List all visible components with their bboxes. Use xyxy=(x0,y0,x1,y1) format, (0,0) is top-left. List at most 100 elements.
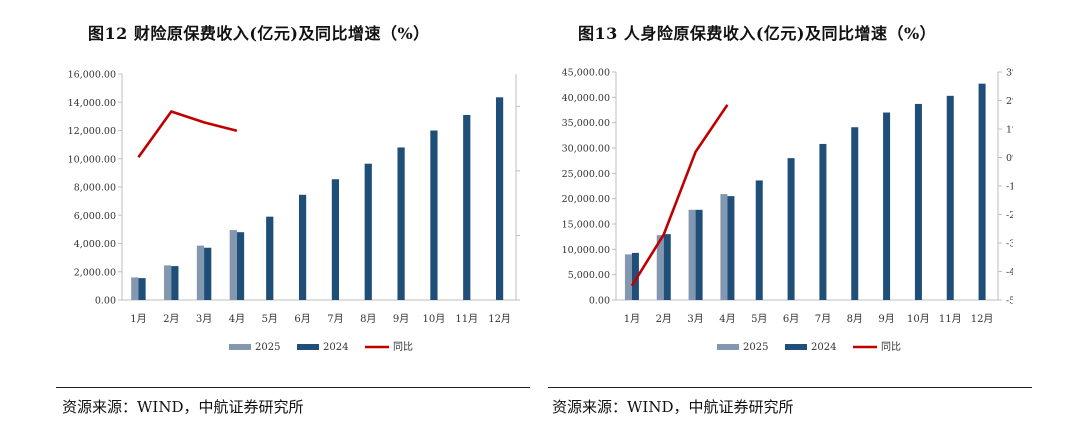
figure-13-title: 图13 人身险原保费收入(亿元)及同比增速（%） xyxy=(578,24,937,43)
bar-2024 xyxy=(978,83,986,300)
y-tick-label: 4,000.00 xyxy=(74,239,116,250)
y-tick-label: 15,000.00 xyxy=(562,220,610,231)
y-tick-label: 0.00 xyxy=(95,296,116,307)
bar-2024 xyxy=(883,112,891,301)
x-tick-label: 6月 xyxy=(783,313,799,325)
bar-2024 xyxy=(787,158,795,300)
life-premium-chart: 0.00 5,000.00 10,000.00 15,000.00 20,000.00 2… xyxy=(562,68,1013,354)
bar-2025 xyxy=(164,265,172,300)
chart-panel-property-premium: 0.00 2,000.00 4,000.00 6,000.00 8,000.00 10,0… xyxy=(56,56,521,374)
bar-2024 xyxy=(631,252,639,300)
bar-2024 xyxy=(331,179,340,300)
x-tick-label: 10月 xyxy=(907,313,930,325)
bar-2024 xyxy=(430,130,438,300)
legend-swatch-2024 xyxy=(785,344,807,350)
bar-2024 xyxy=(171,266,179,300)
bar-2024 xyxy=(298,194,307,300)
x-tick-label: 2月 xyxy=(656,313,672,325)
y2-tick-label: -2% xyxy=(1006,210,1013,221)
yoy-growth-line xyxy=(630,104,729,287)
legend-label-2024: 2024 xyxy=(323,342,348,353)
x-tick-label: 5月 xyxy=(751,313,767,325)
bar-2024 xyxy=(946,95,954,301)
y2-tick-label: 2% xyxy=(1006,96,1013,107)
yoy-growth-line xyxy=(137,110,238,159)
x-tick-label: 12月 xyxy=(971,313,994,325)
figure-13-source: 资源来源：WIND，中航证券研究所 xyxy=(552,398,794,416)
y-tick-label: 30,000.00 xyxy=(562,144,610,155)
x-tick-label: 3月 xyxy=(196,313,212,325)
bar-2024 xyxy=(397,147,405,300)
x-tick-label: 2月 xyxy=(163,313,179,325)
x-tick-label: 1月 xyxy=(624,313,640,325)
legend-swatch-2025 xyxy=(717,344,739,350)
x-tick-label: 11月 xyxy=(939,313,962,325)
bar-2025 xyxy=(196,245,205,300)
bar-2024 xyxy=(695,209,703,300)
x-tick-label: 7月 xyxy=(327,313,343,325)
bar-2024 xyxy=(266,216,274,300)
y2-tick-label: -1% xyxy=(1006,182,1013,193)
y-tick-label: 14,000.00 xyxy=(68,98,116,109)
y-tick-label: 0.00 xyxy=(589,296,610,307)
bar-2024 xyxy=(204,247,212,300)
y-tick-label: 20,000.00 xyxy=(562,194,610,205)
bar-2024 xyxy=(755,180,763,300)
bar-2024 xyxy=(236,232,245,300)
y2-tick-label: -4% xyxy=(1006,267,1013,278)
bar-2024 xyxy=(819,143,827,300)
bar-2024 xyxy=(364,163,372,300)
x-tick-label: 11月 xyxy=(455,313,478,325)
bar-2024 xyxy=(851,127,859,300)
y2-tick-label: -3% xyxy=(1006,239,1013,250)
legend-swatch-2024 xyxy=(297,344,319,350)
x-tick-label: 5月 xyxy=(262,313,278,325)
y-tick-label: 45,000.00 xyxy=(562,68,610,79)
x-tick-label: 6月 xyxy=(294,313,310,325)
x-tick-label: 8月 xyxy=(847,313,863,325)
y2-tick-label: 1% xyxy=(1006,125,1013,136)
bar-2024 xyxy=(138,278,146,300)
figure-12-title: 图12 财险原保费收入(亿元)及同比增速（%） xyxy=(88,24,430,43)
figure-12-source: 资源来源：WIND，中航证券研究所 xyxy=(62,398,304,416)
y2-tick-label: -5% xyxy=(1006,296,1013,307)
divider-line xyxy=(548,387,1032,388)
x-tick-label: 9月 xyxy=(393,313,409,325)
y-tick-label: 10,000.00 xyxy=(68,154,116,165)
legend-label-yoy: 同比 xyxy=(393,341,413,353)
bar-2024 xyxy=(663,234,671,300)
y2-tick-label: 3% xyxy=(1006,68,1013,79)
x-tick-label: 9月 xyxy=(878,313,894,325)
bar-2024 xyxy=(727,196,735,300)
x-tick-label: 1月 xyxy=(130,313,146,325)
y-tick-label: 10,000.00 xyxy=(562,245,610,256)
y2-tick-label: 0% xyxy=(1006,153,1013,164)
bar-2025 xyxy=(656,235,664,300)
x-tick-label: 4月 xyxy=(229,313,245,325)
y-tick-label: 12,000.00 xyxy=(68,126,116,137)
legend-label-2025: 2025 xyxy=(743,342,768,353)
x-tick-label: 3月 xyxy=(687,313,703,325)
y-tick-label: 35,000.00 xyxy=(562,118,610,129)
bar-2025 xyxy=(131,277,139,300)
y-tick-label: 40,000.00 xyxy=(562,93,610,104)
y-tick-label: 16,000.00 xyxy=(68,70,116,81)
bar-2024 xyxy=(495,97,504,301)
legend-label-2025: 2025 xyxy=(255,342,280,353)
chart-panel-life-premium: 0.00 5,000.00 10,000.00 15,000.00 20,000.00 2… xyxy=(548,56,1013,374)
bar-2025 xyxy=(688,209,696,300)
property-premium-chart: 0.00 2,000.00 4,000.00 6,000.00 8,000.00 10,0… xyxy=(68,70,520,353)
x-tick-label: 10月 xyxy=(423,313,446,325)
y-tick-label: 2,000.00 xyxy=(74,267,116,278)
y-tick-label: 5,000.00 xyxy=(568,270,610,281)
bar-2025 xyxy=(229,230,237,300)
bar-2025 xyxy=(720,194,728,300)
x-tick-label: 12月 xyxy=(488,313,511,325)
y-tick-label: 25,000.00 xyxy=(562,169,610,180)
legend-label-yoy: 同比 xyxy=(881,341,901,353)
divider-line xyxy=(56,387,530,388)
bar-2024 xyxy=(914,103,922,300)
y-tick-label: 8,000.00 xyxy=(74,183,116,194)
x-tick-label: 4月 xyxy=(719,313,735,325)
legend-swatch-2025 xyxy=(229,344,251,350)
